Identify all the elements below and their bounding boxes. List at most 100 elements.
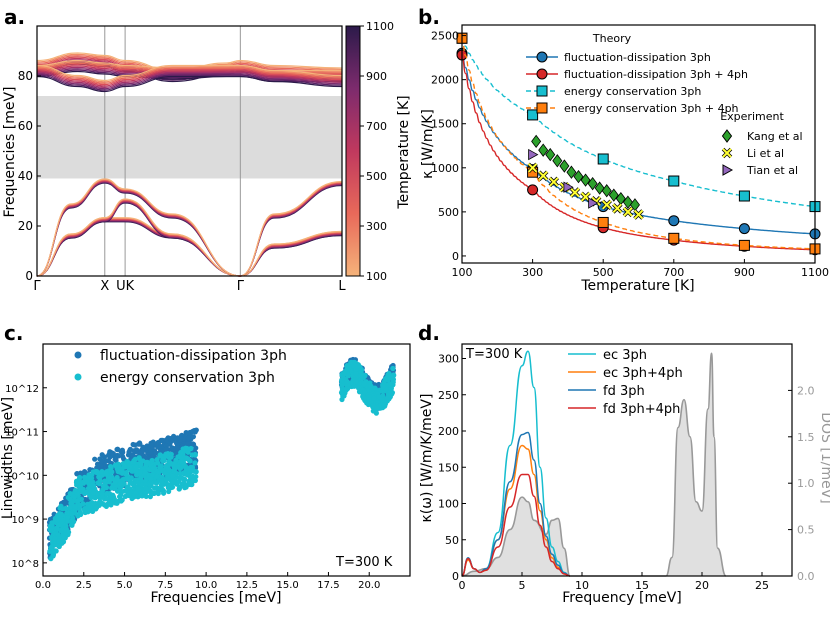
scatter-point: [189, 428, 196, 435]
c-ytick-label: 10^12: [5, 384, 39, 395]
scatter-point: [103, 495, 110, 502]
experiment-point: [559, 159, 570, 173]
b-ytick-label: 1500: [431, 118, 459, 131]
d-xtick-label: 15: [635, 579, 649, 592]
d-ytick-right-label: 0.0: [797, 570, 815, 583]
scatter-point: [95, 480, 101, 486]
legend-label-3: energy conservation 3ph + 4ph: [564, 102, 739, 115]
scatter-point: [390, 365, 396, 372]
scatter-point: [180, 446, 186, 452]
scatter-point: [99, 494, 106, 500]
cb-tick-label: 500: [366, 170, 387, 183]
d-legend-label-0: ec 3ph: [603, 348, 647, 363]
c-legend-marker-0: [74, 351, 82, 359]
panel-c-annotation: T=300 K: [335, 555, 393, 570]
scatter-point: [59, 518, 65, 525]
band-line-opt3: [36, 69, 343, 86]
scatter-point: [135, 480, 141, 486]
scatter-point: [81, 474, 88, 480]
scatter-point: [126, 490, 132, 496]
scatter-point: [133, 464, 139, 470]
c-ytick-label: 10^10: [5, 471, 39, 482]
scatter-point: [157, 464, 163, 470]
legend-experiment-title: Experiment: [720, 110, 784, 123]
a-ytick-label: 20: [18, 219, 33, 233]
panel-d-annotation: T=300 K: [465, 347, 523, 362]
d-ytick-right-label: 2.0: [797, 384, 815, 397]
panel-c: Linewidths [meV] Frequencies [meV] T=300…: [0, 343, 411, 606]
scatter-point: [111, 496, 117, 502]
d-ytick-label: 150: [438, 461, 459, 474]
c-legend-marker-1: [74, 373, 82, 381]
scatter-point: [57, 505, 63, 511]
scatter-point: [69, 511, 75, 517]
experiment-point: [623, 207, 633, 217]
scatter-point: [184, 455, 190, 462]
scatter-point: [190, 477, 196, 483]
scatter-point: [80, 480, 87, 486]
scatter-point: [167, 460, 173, 466]
scatter-point: [118, 492, 124, 498]
scatter-point: [135, 486, 141, 492]
theory-point: [738, 223, 750, 235]
panel-d-ylabel: κ(ω) [W/m/K/meV]: [419, 394, 435, 523]
scatter-point: [133, 468, 140, 474]
legend-marker-2: [536, 85, 548, 97]
experiment-point: [538, 171, 548, 181]
scatter-point: [170, 446, 176, 452]
scatter-point: [127, 447, 133, 453]
experiment-point: [528, 148, 539, 161]
scatter-point: [340, 393, 346, 399]
scatter-point: [157, 443, 164, 450]
scatter-point: [96, 474, 102, 480]
legend-marker-1: [536, 68, 548, 80]
d-legend-label-2: fd 3ph: [603, 384, 645, 399]
scatter-point: [387, 382, 394, 388]
d-legend-label-1: ec 3ph+4ph: [603, 366, 683, 381]
scatter-point: [149, 457, 155, 464]
scatter-point: [55, 542, 61, 549]
band-line-opt3: [36, 70, 343, 87]
b-xtick-label: 900: [734, 266, 755, 279]
legend-marker-3: [536, 102, 548, 114]
scatter-point: [340, 375, 347, 381]
experiment-point: [602, 200, 612, 210]
scatter-point: [139, 448, 146, 454]
scatter-point: [370, 403, 376, 409]
b-xtick-label: 1100: [801, 266, 829, 279]
scatter-point: [344, 379, 350, 385]
theory-point: [597, 216, 609, 228]
d-ytick-label: 100: [438, 498, 459, 511]
scatter-point: [103, 458, 109, 464]
scatter-point: [118, 448, 124, 454]
d-ytick-label: 0: [452, 570, 459, 583]
scatter-point: [48, 525, 55, 532]
scatter-point: [110, 451, 116, 457]
scatter-point: [341, 371, 347, 377]
scatter-point: [107, 500, 113, 506]
a-xtick-label: Γ: [237, 279, 245, 294]
scatter-point: [74, 498, 81, 504]
scatter-point: [190, 434, 197, 440]
scatter-point: [115, 498, 121, 504]
d-ytick-right-label: 1.5: [797, 431, 815, 444]
scatter-point: [339, 387, 345, 394]
legend-exp-label-1: Li et al: [747, 147, 784, 160]
scatter-point: [89, 482, 95, 489]
experiment-point: [531, 134, 542, 149]
b-ytick-label: 500: [438, 206, 459, 219]
panel-b: κ [W/m/K] Temperature [K] 100 300 500 700 90…: [420, 24, 829, 294]
scatter-point: [80, 501, 86, 507]
scatter-point: [176, 485, 182, 492]
cb-tick-label: 900: [366, 70, 387, 83]
scatter-point: [137, 441, 143, 447]
experiment-point: [622, 195, 633, 209]
scatter-point: [160, 490, 167, 496]
band-line-LA: [36, 178, 343, 277]
scatter-point: [50, 553, 56, 559]
panel-b-xlabel: Temperature [K]: [580, 278, 694, 294]
scatter-point: [376, 394, 382, 400]
scatter-point: [124, 458, 130, 465]
scatter-point: [186, 478, 192, 484]
